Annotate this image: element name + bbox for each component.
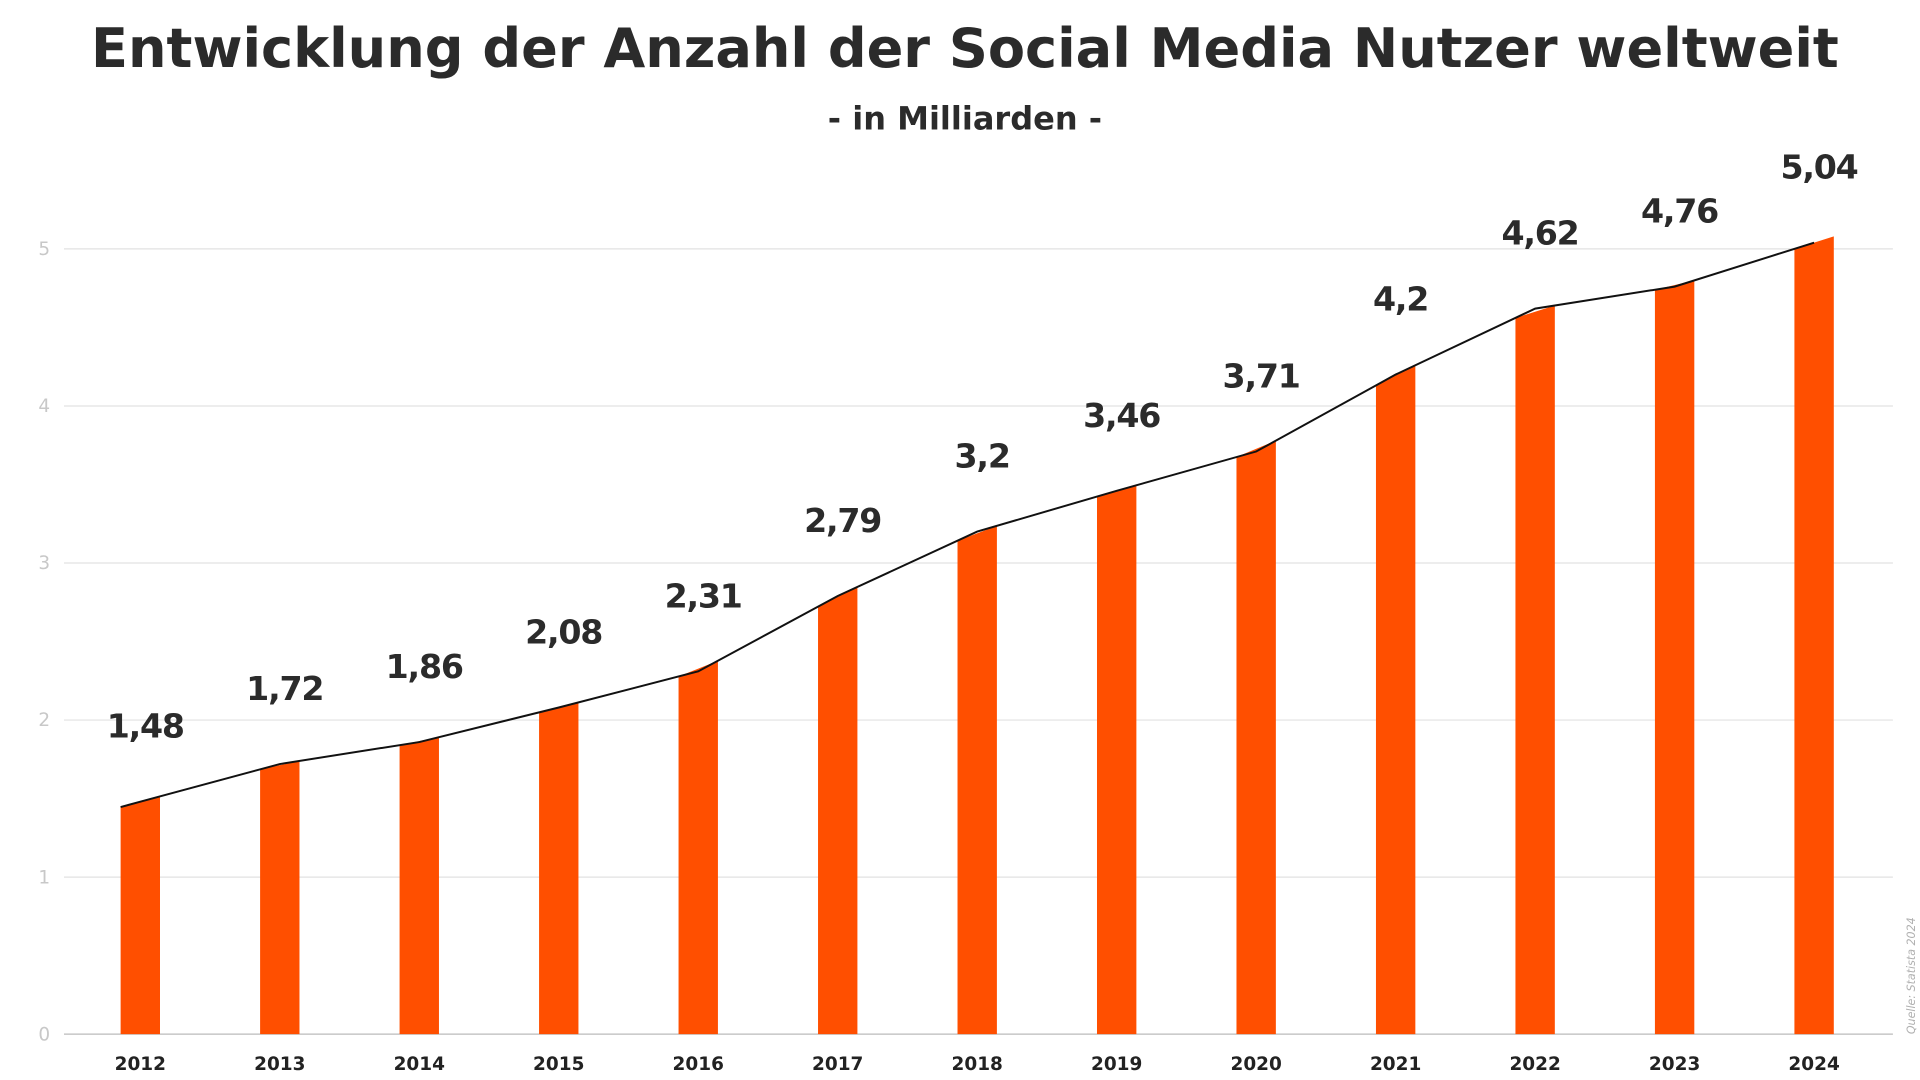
bars <box>120 236 1834 1035</box>
x-axis-ticks: 2012 2013 2014 2015 2016 2017 2018 2019 2020 2021… <box>115 1054 1840 1075</box>
y-axis-ticks: 0 1 2 3 4 5 <box>38 239 50 1045</box>
data-label: 5,04 <box>1781 148 1858 187</box>
chart-title: Entwicklung der Anzahl der Social Media … <box>91 17 1839 80</box>
bar <box>399 737 439 1035</box>
data-label: 1,48 <box>107 707 184 746</box>
trend-line <box>120 241 1815 808</box>
x-tick-label: 2012 <box>115 1054 166 1075</box>
chart-subtitle: - in Milliarden - <box>828 100 1102 138</box>
data-label: 4,2 <box>1373 280 1428 319</box>
x-tick-label: 2014 <box>394 1054 445 1075</box>
bar <box>1515 305 1555 1035</box>
x-tick-label: 2020 <box>1230 1054 1281 1075</box>
bar <box>1236 440 1276 1035</box>
bar <box>1654 280 1695 1035</box>
bar <box>1794 236 1834 1035</box>
x-tick-label: 2019 <box>1091 1054 1142 1075</box>
x-tick-label: 2022 <box>1509 1054 1560 1075</box>
data-label: 4,62 <box>1502 214 1579 253</box>
y-tick-label: 4 <box>38 396 50 417</box>
data-label: 3,46 <box>1083 396 1160 435</box>
x-tick-label: 2015 <box>533 1054 584 1075</box>
bar <box>678 660 718 1035</box>
trend-line-group <box>120 241 1815 808</box>
x-tick-label: 2024 <box>1788 1054 1839 1075</box>
data-label: 4,76 <box>1641 192 1718 231</box>
x-tick-label: 2021 <box>1370 1054 1421 1075</box>
y-tick-label: 5 <box>38 239 50 260</box>
data-label: 3,2 <box>955 437 1010 476</box>
bar <box>120 796 160 1035</box>
y-tick-label: 0 <box>38 1024 50 1045</box>
x-tick-label: 2016 <box>673 1054 724 1075</box>
bar <box>260 760 300 1035</box>
y-tick-label: 1 <box>38 867 50 888</box>
data-label: 2,31 <box>665 576 742 615</box>
data-labels: 1,48 1,72 1,86 2,08 2,31 2,79 3,2 3,46 3,71 4,2 4,… <box>107 148 1859 746</box>
source-note: Quelle: Statista 2024 <box>1905 917 1918 1034</box>
x-tick-label: 2023 <box>1649 1054 1700 1075</box>
bar <box>539 702 579 1035</box>
data-label: 1,86 <box>386 647 463 686</box>
x-tick-label: 2013 <box>254 1054 305 1075</box>
bar <box>1096 485 1137 1035</box>
bar <box>957 525 997 1035</box>
y-tick-label: 2 <box>38 710 50 731</box>
x-tick-label: 2017 <box>812 1054 863 1075</box>
x-tick-label: 2018 <box>952 1054 1003 1075</box>
bar <box>1375 365 1416 1035</box>
bar <box>818 586 858 1035</box>
data-label: 1,72 <box>246 669 323 708</box>
data-label: 3,71 <box>1223 357 1300 396</box>
y-tick-label: 3 <box>38 553 50 574</box>
data-label: 2,08 <box>525 612 602 651</box>
data-label: 2,79 <box>804 501 881 540</box>
